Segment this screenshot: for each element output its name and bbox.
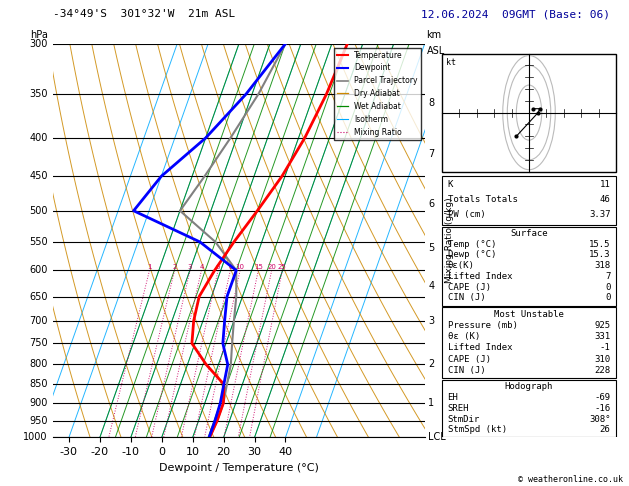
Text: 900: 900 [30,398,48,408]
Text: CIN (J): CIN (J) [448,366,485,375]
Text: 15: 15 [254,264,263,270]
Text: θε(K): θε(K) [448,261,474,270]
Text: 1: 1 [428,398,435,408]
Legend: Temperature, Dewpoint, Parcel Trajectory, Dry Adiabat, Wet Adiabat, Isotherm, Mi: Temperature, Dewpoint, Parcel Trajectory… [333,48,421,139]
Text: K: K [448,180,453,189]
Text: 4: 4 [428,281,435,291]
Text: 8: 8 [428,98,435,108]
Text: 20: 20 [267,264,276,270]
Text: 7: 7 [428,149,435,159]
Text: Lifted Index: Lifted Index [448,272,512,281]
Bar [442,53,616,172]
Text: 6: 6 [428,199,435,209]
Text: StmDir: StmDir [448,415,480,424]
Text: kt: kt [446,57,456,67]
Text: Dewp (°C): Dewp (°C) [448,250,496,260]
Text: 318: 318 [594,261,611,270]
Text: Lifted Index: Lifted Index [448,344,512,352]
Text: 4: 4 [199,264,204,270]
Text: Pressure (mb): Pressure (mb) [448,321,518,330]
Text: 6: 6 [216,264,220,270]
Text: -16: -16 [594,404,611,413]
Text: 46: 46 [600,195,611,204]
Text: 400: 400 [30,133,48,143]
Text: 1000: 1000 [23,433,48,442]
Text: 25: 25 [278,264,287,270]
Text: 750: 750 [30,338,48,348]
Text: 700: 700 [30,316,48,326]
Text: Hodograph: Hodograph [505,382,554,391]
Text: 12.06.2024  09GMT (Base: 06): 12.06.2024 09GMT (Base: 06) [421,9,610,19]
Text: 3.37: 3.37 [589,210,611,219]
Text: θε (K): θε (K) [448,332,480,341]
Text: 26: 26 [600,425,611,434]
Text: StmSpd (kt): StmSpd (kt) [448,425,507,434]
Text: 2: 2 [428,360,435,369]
Text: PW (cm): PW (cm) [448,210,485,219]
Text: Totals Totals: Totals Totals [448,195,518,204]
X-axis label: Dewpoint / Temperature (°C): Dewpoint / Temperature (°C) [159,463,319,473]
Text: 950: 950 [30,416,48,426]
Text: 15.5: 15.5 [589,240,611,248]
Bar [442,227,616,306]
Text: 350: 350 [30,89,48,99]
Text: Most Unstable: Most Unstable [494,310,564,319]
Text: 925: 925 [594,321,611,330]
Text: 8: 8 [228,264,233,270]
Text: -34°49'S  301°32'W  21m ASL: -34°49'S 301°32'W 21m ASL [53,9,236,19]
Text: 0: 0 [605,294,611,302]
Text: 228: 228 [594,366,611,375]
Text: 650: 650 [30,292,48,301]
Text: Surface: Surface [510,229,548,238]
Text: 800: 800 [30,360,48,369]
Text: 10: 10 [235,264,245,270]
Text: -69: -69 [594,393,611,402]
Text: km: km [426,30,442,40]
Text: 7: 7 [605,272,611,281]
Text: 15.3: 15.3 [589,250,611,260]
Text: CAPE (J): CAPE (J) [448,283,491,292]
Text: -1: -1 [600,344,611,352]
Text: 2: 2 [172,264,177,270]
Text: Mixing Ratio (g/kg): Mixing Ratio (g/kg) [445,198,454,283]
Text: 0: 0 [605,283,611,292]
Text: 500: 500 [30,206,48,216]
Text: 308°: 308° [589,415,611,424]
Text: ASL: ASL [426,46,445,55]
Text: CIN (J): CIN (J) [448,294,485,302]
Text: SREH: SREH [448,404,469,413]
Text: © weatheronline.co.uk: © weatheronline.co.uk [518,474,623,484]
Text: 11: 11 [600,180,611,189]
Text: 310: 310 [594,355,611,364]
Bar [442,381,616,437]
Text: 850: 850 [30,379,48,389]
Bar [442,175,616,225]
Text: 1: 1 [147,264,152,270]
Text: 3: 3 [428,316,435,326]
Text: 300: 300 [30,39,48,49]
Text: 550: 550 [30,237,48,247]
Text: CAPE (J): CAPE (J) [448,355,491,364]
Text: 3: 3 [188,264,192,270]
Text: LCL: LCL [428,433,446,442]
Bar [442,308,616,378]
Text: 331: 331 [594,332,611,341]
Text: Temp (°C): Temp (°C) [448,240,496,248]
Text: EH: EH [448,393,459,402]
Text: 450: 450 [30,171,48,181]
Text: 600: 600 [30,265,48,276]
Text: hPa: hPa [30,30,48,40]
Text: 5: 5 [428,243,435,253]
